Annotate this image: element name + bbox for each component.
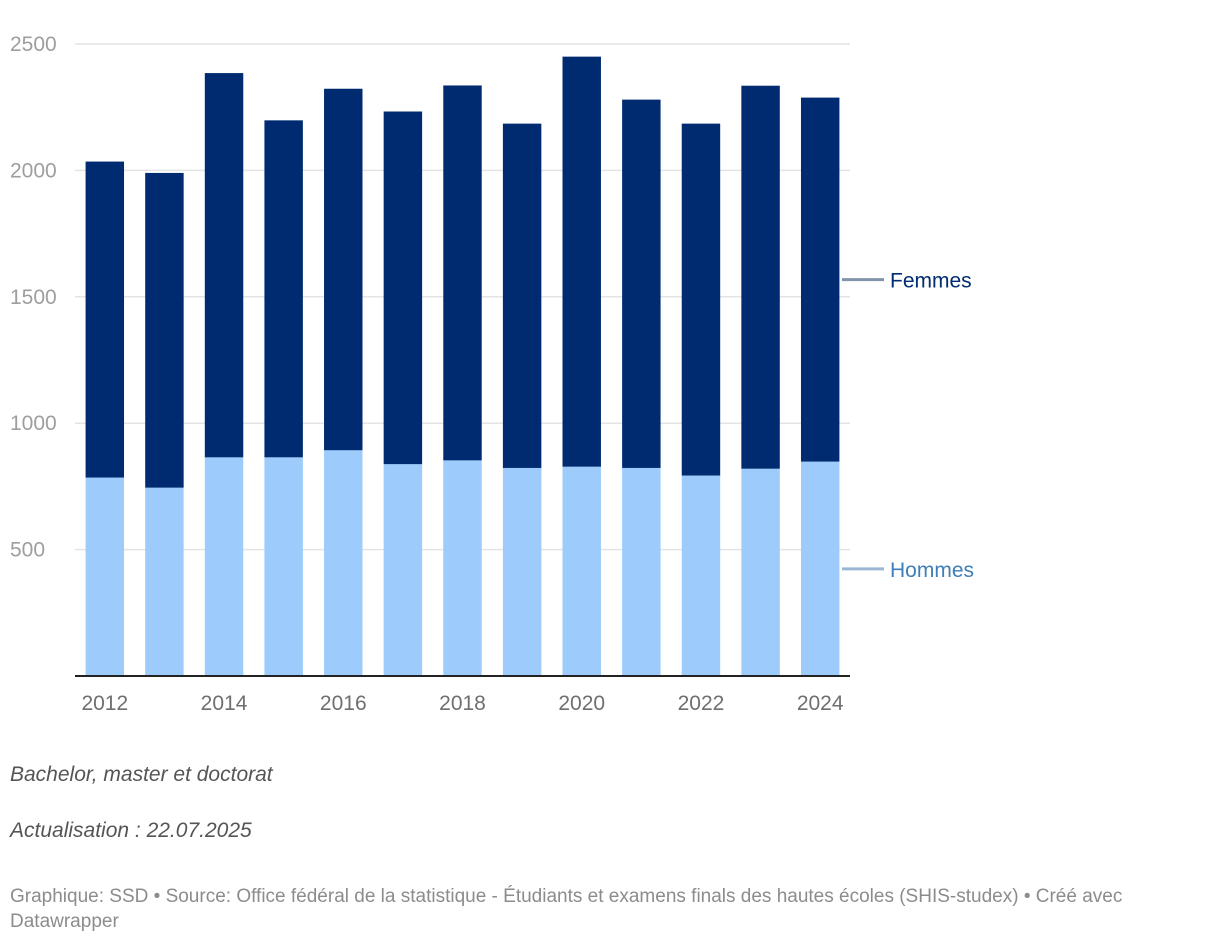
bar-hommes-2016 [324,450,363,676]
bar-hommes-2017 [383,464,423,676]
bar-femmes-2024 [800,97,840,462]
bar-hommes-2024 [800,461,840,676]
x-tick-label: 2022 [678,692,725,715]
legend: Hommes Femmes [842,270,974,582]
bar-hommes-2014 [204,457,244,676]
y-axis-tick-labels: 500 1000 1500 2000 2500 [10,33,57,562]
x-tick-label: 2018 [439,692,486,715]
bar-femmes-2020 [562,56,601,467]
bar-femmes-2016 [324,88,363,451]
bar-femmes-2014 [204,73,244,458]
bar-hommes-2012 [85,477,125,676]
bar-femmes-2019 [502,123,542,468]
bar-femmes-2023 [741,85,780,469]
x-axis-tick-labels: 2012 2014 2016 2018 2020 2022 2024 [81,692,843,715]
bar-femmes-2015 [264,120,303,458]
bar-femmes-2022 [681,123,721,476]
bar-femmes-2021 [622,99,661,468]
bars [85,56,840,676]
x-tick-label: 2024 [797,692,844,715]
bar-hommes-2018 [443,460,482,676]
bar-hommes-2023 [741,468,780,676]
bar-hommes-2013 [145,487,184,676]
bar-femmes-2012 [85,161,125,478]
y-tick-label: 1000 [10,412,57,435]
chart-footer-credits: Graphique: SSD • Source: Office fédéral … [10,886,1123,932]
bar-hommes-2020 [562,466,601,676]
bar-hommes-2022 [681,475,721,676]
bar-hommes-2019 [502,467,542,676]
chart-note-subtitle: Bachelor, master et doctorat [10,763,273,786]
x-tick-label: 2020 [558,692,605,715]
bar-hommes-2021 [622,467,661,676]
y-tick-label: 2500 [10,33,57,56]
y-tick-label: 1500 [10,286,57,309]
bar-femmes-2017 [383,111,423,465]
legend-label-femmes: Femmes [890,270,972,293]
bar-hommes-2015 [264,457,303,676]
y-tick-label: 500 [10,539,45,562]
bar-femmes-2013 [145,172,184,488]
bar-femmes-2018 [443,85,482,461]
stacked-bar-chart: 500 1000 1500 2000 2500 2012 2014 2016 2018 2020… [10,33,974,715]
y-tick-label: 2000 [10,159,57,182]
legend-label-hommes: Hommes [890,559,974,582]
x-tick-label: 2014 [201,692,248,715]
chart-note-update-date: Actualisation : 22.07.2025 [10,819,252,842]
x-tick-label: 2016 [320,692,367,715]
x-tick-label: 2012 [81,692,128,715]
